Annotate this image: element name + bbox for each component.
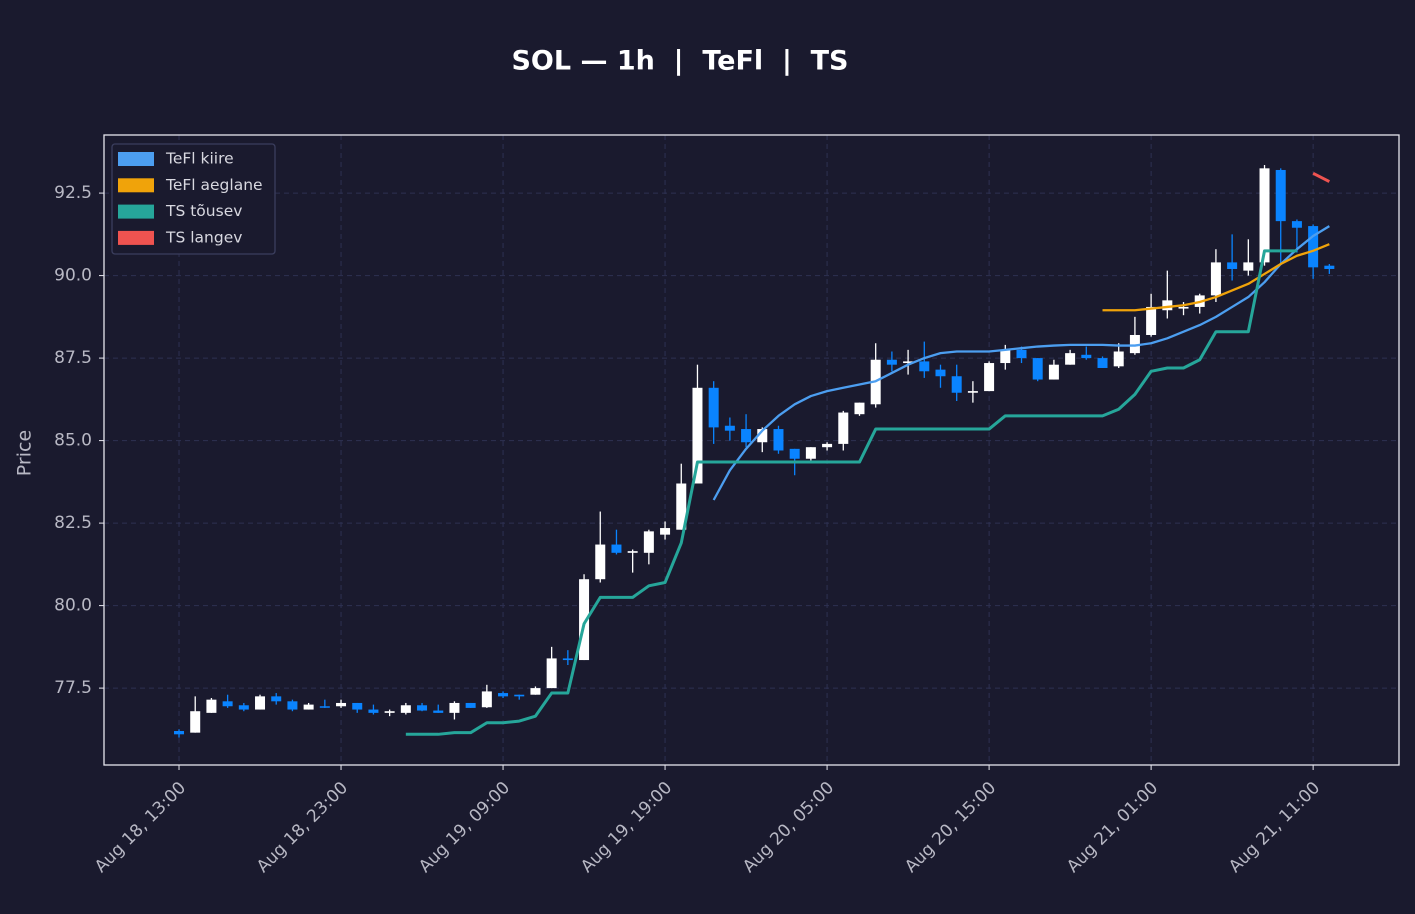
legend-swatch: [118, 230, 154, 245]
candle-body: [643, 531, 654, 553]
y-tick-label: 90.0: [54, 266, 92, 286]
legend-swatch: [118, 178, 154, 193]
candle-body: [984, 363, 995, 392]
candle-body: [271, 696, 282, 702]
candle-body: [238, 705, 249, 710]
candle-body: [1275, 169, 1286, 222]
candle-body: [465, 702, 476, 708]
candle-body: [903, 361, 914, 364]
candle-body: [838, 412, 849, 444]
candle-body: [336, 702, 347, 707]
candle-body: [708, 387, 719, 428]
chart-title: SOL — 1h | TeFl | TS: [511, 46, 848, 77]
candle-body: [319, 706, 330, 708]
candle-body: [1308, 226, 1319, 268]
candle-body: [1032, 358, 1043, 380]
indicator-line: [712, 225, 1330, 501]
indicator-line: [405, 249, 1297, 736]
candle-body: [1016, 349, 1027, 359]
candle-body: [579, 579, 590, 661]
candle-body: [854, 402, 865, 415]
legend-label: TS langev: [165, 228, 242, 246]
candle-body: [222, 701, 233, 707]
candle-body: [595, 544, 606, 580]
plot-area: [104, 135, 1399, 765]
candle-body: [1227, 262, 1238, 269]
candle-body: [1000, 349, 1011, 364]
candle-body: [789, 448, 800, 459]
candle-body: [724, 425, 735, 431]
candle-body: [822, 443, 833, 448]
candle-body: [303, 704, 314, 710]
indicator-line: [1102, 243, 1330, 312]
candle-body: [1065, 353, 1076, 365]
y-tick-label: 77.5: [54, 678, 92, 698]
candle-body: [1097, 358, 1108, 368]
candle-body: [1259, 168, 1270, 263]
y-tick-label: 80.0: [54, 596, 92, 616]
candle-body: [481, 691, 492, 708]
candle-body: [287, 701, 298, 710]
candle-body: [919, 361, 930, 372]
legend-label: TeFl kiire: [165, 150, 234, 168]
candle-body: [935, 369, 946, 377]
candle-body: [951, 376, 962, 393]
legend-swatch: [118, 204, 154, 219]
candle-body: [514, 694, 525, 697]
candle-body: [967, 391, 978, 393]
y-tick-label: 92.5: [54, 183, 92, 203]
indicator-line: [1312, 171, 1331, 183]
y-tick-label: 87.5: [54, 348, 92, 368]
candle-body: [757, 429, 768, 443]
candle-body: [1146, 306, 1157, 335]
legend-swatch: [118, 152, 154, 166]
candle-body: [1291, 221, 1302, 228]
y-axis-label: Price: [14, 430, 36, 476]
plot-frame: [103, 134, 1400, 766]
candle-body: [417, 705, 428, 711]
legend-label: TS tõusev: [165, 202, 242, 220]
candle-body: [805, 447, 816, 459]
candle-body: [255, 696, 266, 710]
candle-body: [1243, 262, 1254, 271]
candle-body: [611, 544, 622, 553]
candle-body: [886, 359, 897, 365]
candle-body: [1178, 306, 1189, 309]
candle-body: [1162, 300, 1173, 311]
candle-body: [627, 551, 638, 553]
candle-body: [1113, 351, 1124, 367]
candle-body: [1048, 364, 1059, 380]
candle-body: [692, 387, 703, 484]
candle-body: [368, 709, 379, 713]
candle-body: [190, 711, 201, 733]
candle-body: [1324, 265, 1335, 269]
candle-body: [400, 705, 411, 713]
legend-box: [111, 143, 276, 255]
candle-body: [741, 429, 752, 443]
legend-label: TeFl aeglane: [165, 176, 263, 194]
candle-body: [546, 658, 557, 689]
candle-body: [773, 429, 784, 451]
candle-body: [1129, 334, 1140, 354]
candle-body: [352, 702, 363, 710]
candle-body: [530, 688, 541, 695]
candle-body: [660, 528, 671, 535]
candle-body: [676, 483, 687, 530]
candle-body: [562, 658, 573, 661]
candle-body: [206, 699, 217, 713]
candle-body: [174, 731, 185, 735]
candle-body: [1210, 262, 1221, 296]
y-tick-label: 82.5: [54, 513, 92, 533]
y-tick-label: 85.0: [54, 431, 92, 451]
candle-body: [384, 711, 395, 713]
candle-body: [498, 693, 509, 697]
candle-body: [449, 702, 460, 713]
candle-body: [1081, 354, 1092, 359]
candle-body: [433, 710, 444, 713]
